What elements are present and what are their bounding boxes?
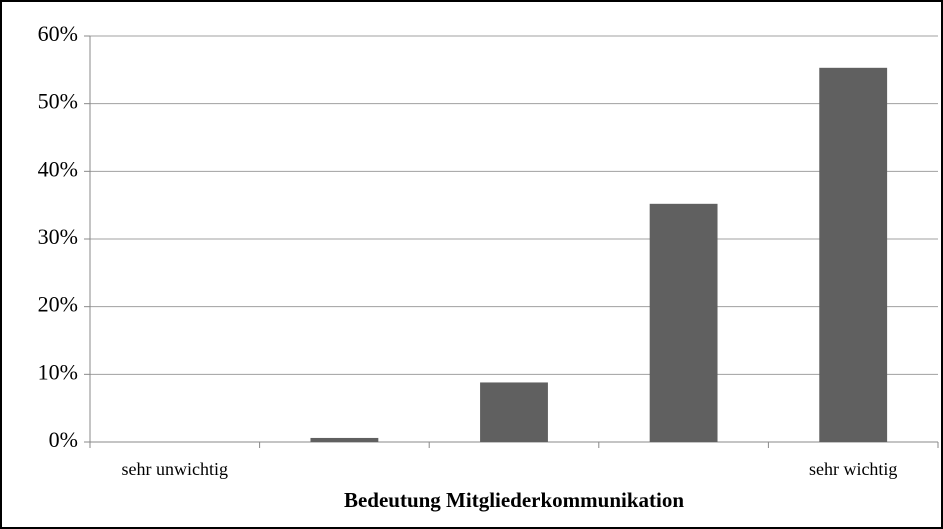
x-axis-label: Bedeutung Mitgliederkommunikation: [344, 488, 684, 512]
y-tick-label: 20%: [38, 292, 78, 317]
bar: [310, 437, 379, 442]
y-tick-label: 40%: [38, 156, 78, 181]
x-tick-label: sehr wichtig: [809, 459, 897, 479]
y-tick-label: 60%: [38, 21, 78, 46]
y-tick-label: 10%: [38, 359, 78, 384]
bar: [649, 203, 718, 442]
x-tick-label: sehr unwichtig: [122, 459, 228, 479]
y-tick-label: 50%: [38, 89, 78, 114]
y-tick-label: 0%: [49, 427, 78, 452]
y-tick-label: 30%: [38, 224, 78, 249]
bar: [819, 67, 888, 442]
bar: [480, 382, 548, 442]
